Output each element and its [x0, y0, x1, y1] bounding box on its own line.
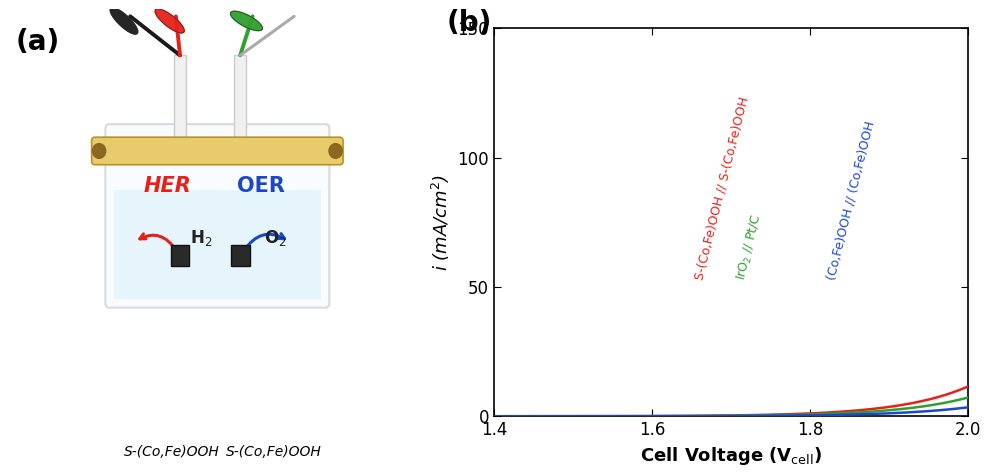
- Text: (b): (b): [447, 9, 492, 37]
- Bar: [231, 245, 250, 266]
- Text: H$_2$: H$_2$: [190, 228, 212, 248]
- Text: S-(Co,Fe)OOH: S-(Co,Fe)OOH: [225, 445, 321, 459]
- FancyBboxPatch shape: [106, 124, 329, 308]
- Text: (Co,Fe)OOH // (Co,Fe)OOH: (Co,Fe)OOH // (Co,Fe)OOH: [825, 120, 877, 282]
- X-axis label: Cell Voltage (V$_{\mathrm{cell}}$): Cell Voltage (V$_{\mathrm{cell}}$): [640, 445, 822, 467]
- Polygon shape: [230, 11, 263, 31]
- Text: OER: OER: [237, 176, 285, 196]
- Bar: [174, 55, 186, 151]
- Text: S-(Co,Fe)OOH: S-(Co,Fe)OOH: [124, 445, 219, 459]
- Polygon shape: [155, 9, 184, 33]
- Bar: [114, 191, 321, 298]
- Y-axis label: $i$ (mA/cm$^2$): $i$ (mA/cm$^2$): [430, 174, 452, 271]
- Bar: [171, 245, 190, 266]
- Text: S-(Co,Fe)OOH // S-(Co,Fe)OOH: S-(Co,Fe)OOH // S-(Co,Fe)OOH: [694, 96, 752, 282]
- Circle shape: [329, 144, 342, 158]
- Circle shape: [93, 144, 106, 158]
- Polygon shape: [111, 8, 137, 34]
- FancyBboxPatch shape: [92, 137, 343, 165]
- Text: O$_2$: O$_2$: [264, 228, 287, 248]
- Text: (a): (a): [16, 28, 60, 56]
- Text: IrO$_2$ // Pt/C: IrO$_2$ // Pt/C: [734, 212, 765, 282]
- Text: HER: HER: [143, 176, 192, 196]
- Bar: [234, 55, 246, 151]
